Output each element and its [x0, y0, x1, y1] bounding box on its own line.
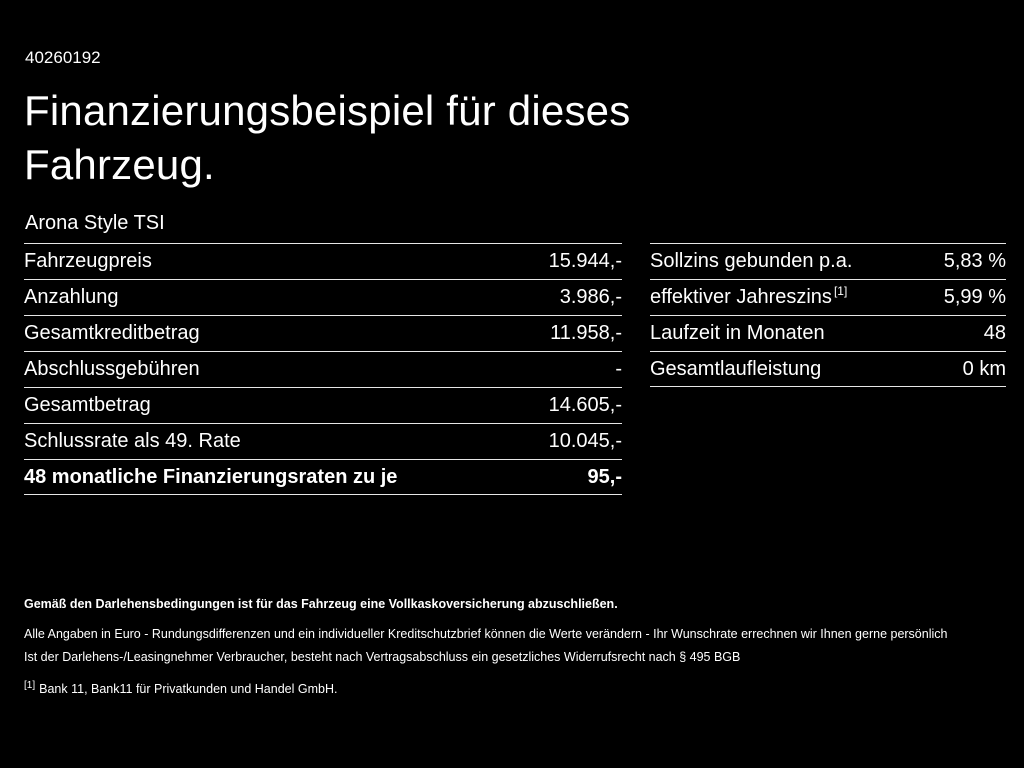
row-value: 5,99 %: [943, 286, 1006, 308]
table-row-monthly-rate: 48 monatliche Finanzierungsraten zu je 9…: [24, 459, 622, 495]
row-value: 15.944,-: [548, 250, 622, 272]
row-label: Anzahlung: [24, 286, 119, 308]
footnote-marker: [1]: [24, 679, 36, 691]
row-value: 5,83 %: [943, 250, 1006, 272]
table-row: Gesamtbetrag 14.605,-: [24, 387, 622, 423]
page-title: Finanzierungsbeispiel für dieses Fahrzeu…: [24, 84, 630, 192]
legal-disclaimer: Gemäß den Darlehensbedingungen ist für d…: [24, 596, 989, 698]
row-value: 48: [983, 322, 1006, 344]
table-row: Laufzeit in Monaten 48: [650, 315, 1006, 351]
row-label: Fahrzeugpreis: [24, 250, 152, 272]
row-value: 95,-: [587, 465, 622, 488]
vehicle-model: Arona Style TSI: [25, 212, 165, 234]
row-label: Gesamtkreditbetrag: [24, 322, 200, 344]
row-label: Laufzeit in Monaten: [650, 322, 825, 344]
row-value: 14.605,-: [548, 394, 622, 416]
row-label: Sollzins gebunden p.a.: [650, 250, 853, 272]
row-label: Schlussrate als 49. Rate: [24, 430, 241, 452]
legal-euro-note: Alle Angaben in Euro - Rundungsdifferenz…: [24, 626, 948, 641]
row-label: Gesamtbetrag: [24, 394, 151, 416]
table-row: Fahrzeugpreis 15.944,-: [24, 243, 622, 279]
row-value: 11.958,-: [550, 322, 622, 344]
row-label: effektiver Jahreszins [1]: [650, 284, 848, 309]
legal-footnote: [1] Bank 11, Bank11 für Privatkunden und …: [24, 679, 989, 698]
table-row: effektiver Jahreszins [1] 5,99 %: [650, 279, 1006, 315]
footnote-text: Bank 11, Bank11 für Privatkunden und Han…: [39, 681, 338, 696]
legal-withdrawal-note: Ist der Darlehens-/Leasingnehmer Verbrau…: [24, 649, 741, 664]
table-row: Sollzins gebunden p.a. 5,83 %: [650, 243, 1006, 279]
finance-table: Fahrzeugpreis 15.944,- Anzahlung 3.986,-…: [24, 243, 622, 495]
row-value: 10.045,-: [548, 430, 622, 452]
legal-insurance-note: Gemäß den Darlehensbedingungen ist für d…: [24, 597, 618, 611]
table-row: Gesamtkreditbetrag 11.958,-: [24, 315, 622, 351]
row-label-text: effektiver Jahreszins: [650, 286, 832, 308]
row-label: Abschlussgebühren: [24, 358, 200, 380]
row-value: 3.986,-: [559, 286, 622, 308]
footnote-ref: [1]: [833, 284, 848, 299]
page-title-line2: Fahrzeug.: [24, 140, 215, 188]
table-row: Anzahlung 3.986,-: [24, 279, 622, 315]
conditions-table: Sollzins gebunden p.a. 5,83 % effektiver…: [650, 243, 1006, 387]
row-value: -: [615, 358, 622, 380]
table-row: Schlussrate als 49. Rate 10.045,-: [24, 423, 622, 459]
row-label: 48 monatliche Finanzierungsraten zu je: [24, 465, 398, 488]
page-title-line1: Finanzierungsbeispiel für dieses: [24, 87, 631, 134]
table-row: Abschlussgebühren -: [24, 351, 622, 387]
vehicle-id: 40260192: [25, 48, 101, 67]
row-value: 0 km: [962, 357, 1006, 380]
row-label: Gesamtlaufleistung: [650, 357, 822, 380]
table-row: Gesamtlaufleistung 0 km: [650, 351, 1006, 387]
